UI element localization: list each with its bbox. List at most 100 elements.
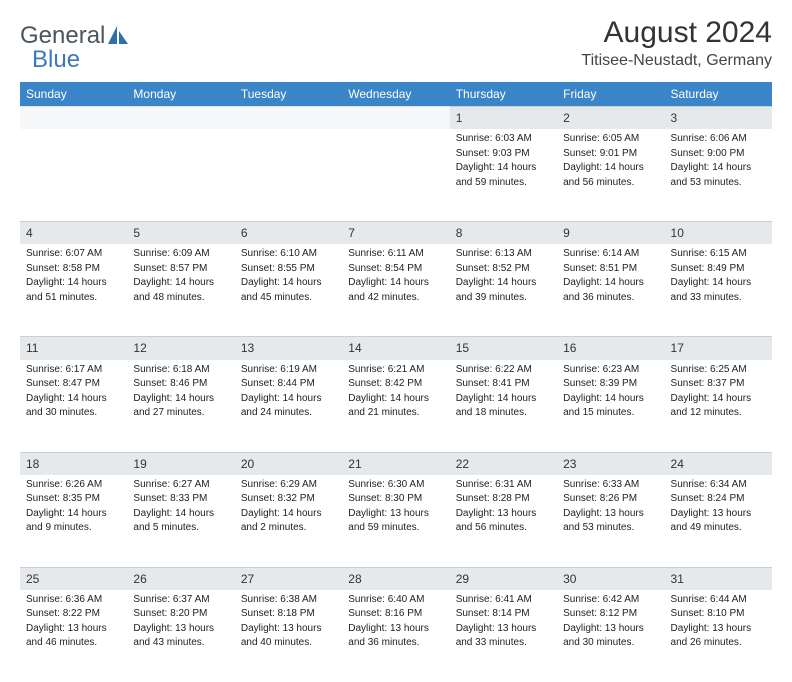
sunset-text: Sunset: 8:26 PM (563, 492, 658, 506)
daylight-text-2: and 39 minutes. (456, 291, 551, 305)
day-number: 20 (235, 452, 342, 475)
sunset-text: Sunset: 8:58 PM (26, 262, 121, 276)
empty-day (342, 106, 449, 129)
weekday-header: Wednesday (342, 82, 449, 106)
day-number: 22 (450, 452, 557, 475)
calendar-cell: Sunrise: 6:13 AMSunset: 8:52 PMDaylight:… (450, 244, 557, 336)
weekday-header: Tuesday (235, 82, 342, 106)
calendar-cell: Sunrise: 6:15 AMSunset: 8:49 PMDaylight:… (665, 244, 772, 336)
sunset-text: Sunset: 8:22 PM (26, 607, 121, 621)
sunset-text: Sunset: 8:37 PM (671, 377, 766, 391)
sunset-text: Sunset: 9:00 PM (671, 147, 766, 161)
daylight-text-2: and 26 minutes. (671, 636, 766, 650)
weekday-header: Sunday (20, 82, 127, 106)
day-number: 25 (20, 567, 127, 590)
daylight-text-2: and 59 minutes. (348, 521, 443, 535)
daylight-text-1: Daylight: 13 hours (563, 622, 658, 636)
day-number: 9 (557, 221, 664, 244)
day-number: 19 (127, 452, 234, 475)
daylight-text-2: and 27 minutes. (133, 406, 228, 420)
calendar-cell-empty (127, 129, 234, 221)
calendar-cell: Sunrise: 6:34 AMSunset: 8:24 PMDaylight:… (665, 475, 772, 567)
day-number: 1 (450, 106, 557, 129)
sunset-text: Sunset: 8:57 PM (133, 262, 228, 276)
daylight-text-2: and 24 minutes. (241, 406, 336, 420)
daylight-text-1: Daylight: 13 hours (671, 507, 766, 521)
sunset-text: Sunset: 8:18 PM (241, 607, 336, 621)
calendar-cell: Sunrise: 6:14 AMSunset: 8:51 PMDaylight:… (557, 244, 664, 336)
daylight-text-2: and 48 minutes. (133, 291, 228, 305)
sunset-text: Sunset: 8:41 PM (456, 377, 551, 391)
calendar-cell: Sunrise: 6:42 AMSunset: 8:12 PMDaylight:… (557, 590, 664, 682)
daylight-text-1: Daylight: 14 hours (133, 276, 228, 290)
daylight-text-1: Daylight: 13 hours (26, 622, 121, 636)
sunset-text: Sunset: 8:24 PM (671, 492, 766, 506)
daylight-text-1: Daylight: 13 hours (348, 507, 443, 521)
calendar-cell: Sunrise: 6:37 AMSunset: 8:20 PMDaylight:… (127, 590, 234, 682)
day-number: 27 (235, 567, 342, 590)
sunset-text: Sunset: 8:46 PM (133, 377, 228, 391)
daylight-text-2: and 43 minutes. (133, 636, 228, 650)
daylight-text-2: and 49 minutes. (671, 521, 766, 535)
daylight-text-2: and 42 minutes. (348, 291, 443, 305)
sunrise-text: Sunrise: 6:33 AM (563, 478, 658, 492)
day-number: 10 (665, 221, 772, 244)
calendar-cell: Sunrise: 6:22 AMSunset: 8:41 PMDaylight:… (450, 360, 557, 452)
day-number: 18 (20, 452, 127, 475)
day-number: 24 (665, 452, 772, 475)
calendar-header-row: SundayMondayTuesdayWednesdayThursdayFrid… (20, 82, 772, 106)
daylight-text-2: and 36 minutes. (348, 636, 443, 650)
calendar-cell: Sunrise: 6:09 AMSunset: 8:57 PMDaylight:… (127, 244, 234, 336)
daylight-text-1: Daylight: 14 hours (26, 392, 121, 406)
sunrise-text: Sunrise: 6:38 AM (241, 593, 336, 607)
daynum-row: 45678910 (20, 221, 772, 244)
daylight-text-1: Daylight: 14 hours (563, 392, 658, 406)
sunset-text: Sunset: 8:10 PM (671, 607, 766, 621)
sunset-text: Sunset: 8:42 PM (348, 377, 443, 391)
calendar-cell: Sunrise: 6:31 AMSunset: 8:28 PMDaylight:… (450, 475, 557, 567)
daylight-text-1: Daylight: 14 hours (133, 507, 228, 521)
daylight-text-2: and 56 minutes. (456, 521, 551, 535)
daylight-text-1: Daylight: 14 hours (671, 276, 766, 290)
calendar-cell-empty (20, 129, 127, 221)
day-number: 6 (235, 221, 342, 244)
daylight-text-1: Daylight: 14 hours (563, 276, 658, 290)
empty-day (20, 106, 127, 129)
sunset-text: Sunset: 8:30 PM (348, 492, 443, 506)
sunset-text: Sunset: 8:14 PM (456, 607, 551, 621)
calendar-cell: Sunrise: 6:36 AMSunset: 8:22 PMDaylight:… (20, 590, 127, 682)
daylight-text-1: Daylight: 14 hours (456, 276, 551, 290)
sunset-text: Sunset: 8:51 PM (563, 262, 658, 276)
sunrise-text: Sunrise: 6:22 AM (456, 363, 551, 377)
sunset-text: Sunset: 8:55 PM (241, 262, 336, 276)
sunrise-text: Sunrise: 6:21 AM (348, 363, 443, 377)
calendar-cell: Sunrise: 6:17 AMSunset: 8:47 PMDaylight:… (20, 360, 127, 452)
sunset-text: Sunset: 8:54 PM (348, 262, 443, 276)
day-number: 8 (450, 221, 557, 244)
daylight-text-2: and 21 minutes. (348, 406, 443, 420)
calendar-cell: Sunrise: 6:30 AMSunset: 8:30 PMDaylight:… (342, 475, 449, 567)
daylight-text-2: and 12 minutes. (671, 406, 766, 420)
calendar-week-row: Sunrise: 6:26 AMSunset: 8:35 PMDaylight:… (20, 475, 772, 567)
daylight-text-2: and 15 minutes. (563, 406, 658, 420)
daynum-row: 11121314151617 (20, 336, 772, 359)
sunrise-text: Sunrise: 6:06 AM (671, 132, 766, 146)
sunset-text: Sunset: 8:47 PM (26, 377, 121, 391)
day-number: 17 (665, 336, 772, 359)
sunrise-text: Sunrise: 6:23 AM (563, 363, 658, 377)
daylight-text-2: and 46 minutes. (26, 636, 121, 650)
weekday-header: Monday (127, 82, 234, 106)
sunrise-text: Sunrise: 6:03 AM (456, 132, 551, 146)
calendar-cell: Sunrise: 6:40 AMSunset: 8:16 PMDaylight:… (342, 590, 449, 682)
page-header: General August 2024 Titisee-Neustadt, Ge… (20, 16, 772, 70)
sunrise-text: Sunrise: 6:40 AM (348, 593, 443, 607)
weekday-header: Friday (557, 82, 664, 106)
daylight-text-2: and 56 minutes. (563, 176, 658, 190)
month-title: August 2024 (581, 16, 772, 50)
sunrise-text: Sunrise: 6:09 AM (133, 247, 228, 261)
sunrise-text: Sunrise: 6:05 AM (563, 132, 658, 146)
calendar-cell: Sunrise: 6:26 AMSunset: 8:35 PMDaylight:… (20, 475, 127, 567)
location-subtitle: Titisee-Neustadt, Germany (581, 52, 772, 70)
calendar-cell: Sunrise: 6:05 AMSunset: 9:01 PMDaylight:… (557, 129, 664, 221)
daylight-text-1: Daylight: 13 hours (348, 622, 443, 636)
